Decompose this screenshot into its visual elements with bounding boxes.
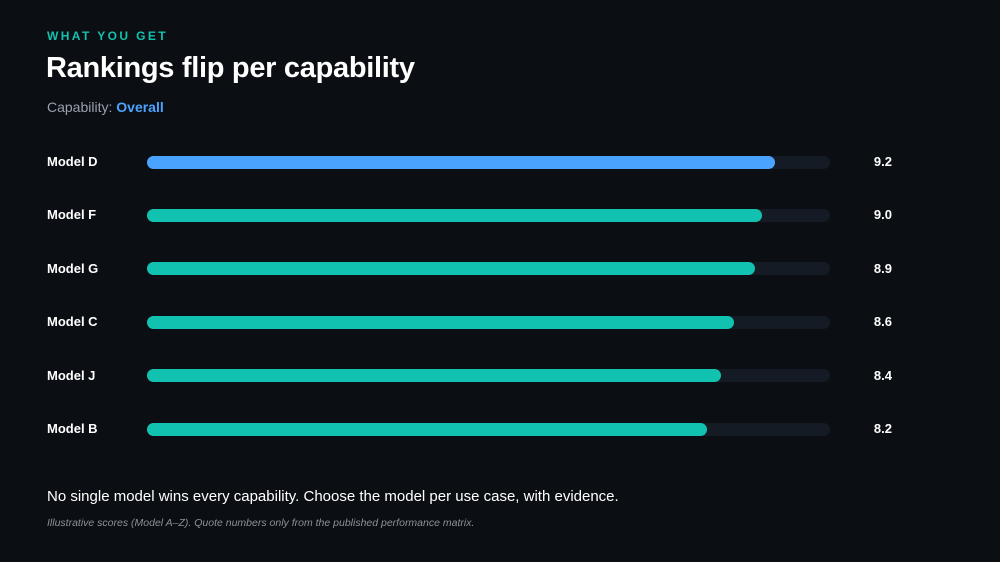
bar-value-label: 8.2 (873, 421, 892, 436)
bar-value-label: 8.4 (873, 367, 892, 383)
bar-label: Model F (47, 207, 97, 223)
bar-label: Model J (47, 367, 96, 383)
bar-value-label: 9.0 (873, 207, 892, 223)
bar-fill (147, 262, 755, 276)
bar-value-label: 9.2 (873, 154, 892, 169)
bar-label: Model D (47, 154, 98, 169)
bar-fill (147, 208, 762, 222)
bar-value-label: 8.9 (873, 260, 892, 276)
eyebrow-label: WHAT YOU GET (47, 29, 169, 43)
bar-track (147, 315, 830, 329)
page-title: Rankings flip per capability (46, 52, 415, 84)
bar-track (147, 262, 830, 276)
capability-selector[interactable]: Capability: Overall (47, 99, 164, 115)
bar-label: Model B (47, 421, 98, 436)
bar-label: Model G (47, 260, 99, 276)
bar-value-label: 8.6 (873, 314, 892, 330)
capability-value[interactable]: Overall (116, 99, 164, 115)
bar-fill (147, 315, 735, 329)
bar-fill (147, 155, 776, 169)
bar-fill (147, 422, 708, 436)
bar-track (147, 208, 830, 222)
bar-track (147, 369, 830, 383)
footnote-text: Illustrative scores (Model A–Z). Quote n… (47, 517, 475, 529)
takeaway-text: No single model wins every capability. C… (47, 488, 619, 505)
bar-track (147, 155, 830, 169)
capability-label: Capability: (47, 99, 113, 115)
bar-label: Model C (47, 314, 98, 330)
bar-fill (147, 369, 721, 383)
bar-track (147, 422, 830, 436)
